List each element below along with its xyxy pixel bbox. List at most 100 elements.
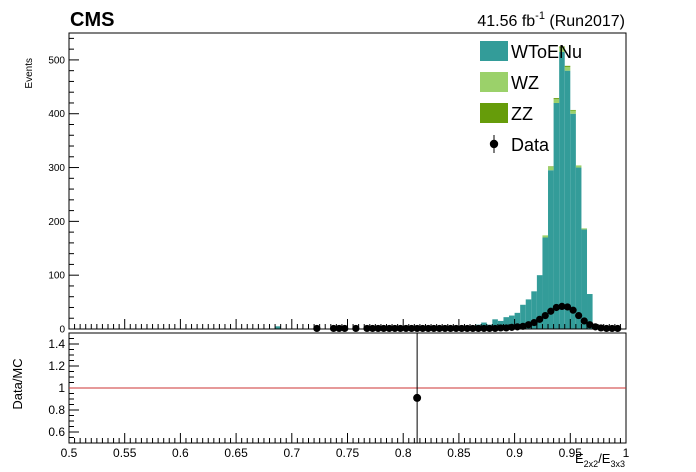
ratio-y-tick-label: 1.4 <box>48 337 65 351</box>
data-point <box>368 324 377 333</box>
x-tick-label: 0.85 <box>447 446 471 460</box>
data-point <box>374 324 382 333</box>
data-point <box>569 306 577 314</box>
data-point <box>519 322 527 330</box>
main-y-tick-label: 200 <box>48 217 65 228</box>
histogram-bar-wtoenu <box>581 229 588 329</box>
legend-label-zz: ZZ <box>511 104 533 124</box>
x-tick-label: 0.8 <box>395 446 412 460</box>
data-point <box>474 324 482 333</box>
data-point <box>558 302 566 310</box>
data-point <box>536 315 544 323</box>
histogram-bar-wtoenu <box>542 237 549 329</box>
data-point <box>402 324 410 333</box>
data-point <box>580 317 588 325</box>
x-axis-title-mid: /E <box>598 451 611 466</box>
data-point <box>614 324 622 333</box>
data-point <box>458 324 466 333</box>
data-point <box>419 324 427 333</box>
data-point <box>586 321 594 329</box>
data-point <box>385 324 393 333</box>
legend-label-wz: WZ <box>511 73 539 93</box>
x-tick-label: 0.95 <box>559 446 583 460</box>
histogram-bar-zz <box>570 109 576 111</box>
main-y-tick-label: 0 <box>59 325 65 336</box>
ratio-y-tick-label: 0.8 <box>48 403 65 417</box>
histogram-bar-wz <box>542 235 549 238</box>
ratio-points <box>69 333 626 443</box>
ratio-y-tick-label: 0.6 <box>48 425 65 439</box>
data-point <box>502 324 510 332</box>
histogram-bar-zz <box>548 166 554 168</box>
data-point <box>469 324 477 333</box>
histogram-bar-wtoenu <box>564 70 571 330</box>
x-axis-title-sub2: 3x3 <box>610 459 625 469</box>
legend-swatch-zz <box>480 103 508 123</box>
run-label: (Run2017) <box>545 13 625 30</box>
data-points <box>313 302 622 333</box>
data-point <box>446 324 455 333</box>
main-y-tick-label: 100 <box>48 271 65 282</box>
data-point <box>313 324 321 333</box>
histogram-bar-zz <box>559 46 565 48</box>
histogram-bar-wtoenu <box>570 113 576 329</box>
data-point <box>341 324 349 333</box>
data-point <box>497 324 505 332</box>
main-axes: 0 100 200 300 400 500 <box>48 32 627 336</box>
histogram-bar-wtoenu <box>525 299 532 329</box>
data-point <box>602 324 611 333</box>
histogram-bar-wtoenu <box>514 312 521 329</box>
data-point <box>485 324 494 333</box>
histogram-bar-zz <box>564 65 571 67</box>
histogram-bar-wtoenu <box>509 315 515 329</box>
x-tick-label: 0.55 <box>113 446 137 460</box>
data-point <box>463 324 471 333</box>
histogram-bar-wz <box>575 165 582 168</box>
histogram-bar-wtoenu <box>575 167 582 329</box>
histogram-bar-wtoenu <box>503 317 510 329</box>
ratio-y-tick-label: 1 <box>58 381 65 395</box>
x-tick-label: 0.65 <box>224 446 248 460</box>
x-tick-label: 0.9 <box>506 446 523 460</box>
x-axis-title-main: E <box>575 451 584 466</box>
data-point <box>530 318 538 327</box>
data-point <box>441 324 449 333</box>
data-point <box>547 307 555 315</box>
legend-marker-data <box>489 139 499 149</box>
data-point <box>541 311 549 320</box>
legend-swatch-wz <box>480 72 508 92</box>
histogram-bar-wtoenu <box>520 304 526 329</box>
histogram-bar-wz <box>570 110 576 114</box>
data-point <box>491 324 499 333</box>
histogram-bar-wz <box>581 228 588 230</box>
main-y-tick-label: 400 <box>48 109 65 120</box>
ratio-axes: 0.6 0.8 1 1.2 1.4 0.5 0.55 0.6 0.65 0.7 0.75 0.8 0.8… <box>48 332 630 460</box>
data-point <box>552 303 560 312</box>
data-point <box>597 324 605 332</box>
data-point <box>524 321 533 329</box>
experiment-label: CMS <box>70 9 114 31</box>
main-y-tick-label: 500 <box>48 55 65 66</box>
data-point <box>352 324 360 333</box>
histogram-bar-wtoenu <box>531 291 537 329</box>
data-point <box>363 324 371 333</box>
histogram-bar-wtoenu <box>587 294 593 329</box>
ratio-y-tick-label: 1.2 <box>48 359 65 373</box>
x-tick-label: 0.75 <box>336 446 360 460</box>
data-point <box>391 324 399 333</box>
histogram-bar-wtoenu <box>492 319 498 329</box>
stacked-histogram <box>275 46 593 330</box>
histogram-bar-wtoenu <box>553 102 560 330</box>
luminosity-exponent: -1 <box>535 10 545 22</box>
ratio-y-axis-title: Data/MC <box>10 358 25 409</box>
data-point <box>407 324 416 333</box>
data-point <box>435 324 444 333</box>
data-point <box>329 324 338 333</box>
histogram-bar-wtoenu <box>548 170 554 329</box>
legend-label-data: Data <box>511 135 550 155</box>
histogram-bar-wtoenu <box>559 51 565 330</box>
data-point <box>413 324 421 333</box>
main-y-tick-label: 300 <box>48 163 65 174</box>
luminosity-value: 41.56 fb <box>477 13 535 30</box>
data-point <box>608 324 616 333</box>
